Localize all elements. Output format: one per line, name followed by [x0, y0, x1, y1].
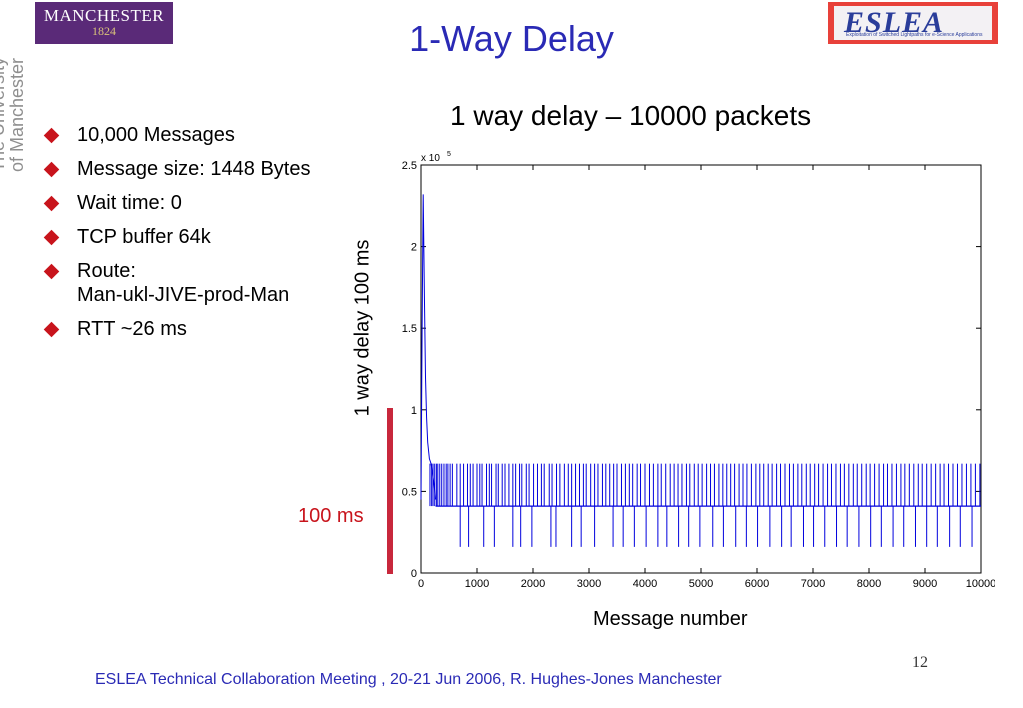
delay-chart: 0 1000 2000 3000 4000 5000 6000 7000 8000 9000 100…: [402, 151, 995, 590]
eslea-logo-subtext: Exploitation of Switched Lightpaths for …: [846, 32, 983, 38]
y-multiplier-label: x 10: [421, 153, 440, 164]
diamond-bullet-icon: [43, 263, 60, 280]
logo-year: 1824: [92, 24, 116, 38]
x-tick-label: 7000: [801, 578, 825, 590]
bullet-list: 10,000 Messages Message size: 1448 Bytes…: [43, 123, 310, 351]
diamond-bullet-icon: [43, 195, 60, 212]
x-tick-label: 8000: [857, 578, 881, 590]
y-tick-label: 1.5: [402, 323, 417, 335]
y-tick-label: 2: [411, 242, 417, 254]
x-tick-label: 6000: [745, 578, 769, 590]
scale-bar: [387, 408, 393, 574]
bullet-item: TCP buffer 64k: [43, 225, 310, 249]
page-title: 1-Way Delay: [409, 18, 614, 59]
bullet-item: RTT ~26 ms: [43, 317, 310, 341]
series-initial-burst: [420, 194, 437, 500]
x-tick-label: 1000: [465, 578, 489, 590]
scale-bar-label: 100 ms: [298, 505, 364, 527]
diamond-bullet-icon: [43, 127, 60, 144]
logo-name: MANCHESTER: [43, 6, 165, 25]
diamond-bullet-icon: [43, 229, 60, 246]
y-tick-label: 0.5: [402, 486, 417, 498]
y-tick-label: 0: [411, 568, 417, 580]
x-tick-label: 2000: [521, 578, 545, 590]
bullet-item: Route: Man-ukl-JIVE-prod-Man: [43, 259, 310, 307]
x-tick-label: 4000: [633, 578, 657, 590]
x-tick-label: 9000: [913, 578, 937, 590]
x-tick-label: 3000: [577, 578, 601, 590]
x-axis-label: Message number: [593, 608, 748, 630]
footer-text: ESLEA Technical Collaboration Meeting , …: [95, 671, 722, 688]
y-multiplier-exponent: 5: [447, 151, 451, 158]
eslea-logo-text: ESLEA: [844, 6, 945, 39]
bullet-item: Wait time: 0: [43, 191, 310, 215]
y-tick-label: 2.5: [402, 160, 417, 172]
x-tick-label: 0: [418, 578, 424, 590]
university-side-wordmark: The University of Manchester: [0, 46, 37, 172]
x-tick-label: 10000: [966, 578, 995, 590]
y-tick-label: 1: [411, 405, 417, 417]
page-number: 12: [912, 654, 928, 671]
diamond-bullet-icon: [43, 161, 60, 178]
university-logo: MANCHESTER 1824: [35, 2, 173, 44]
eslea-logo: ESLEA Exploitation of Switched Lightpath…: [828, 2, 998, 44]
plot-frame: [420, 164, 982, 574]
bullet-item: Message size: 1448 Bytes: [43, 157, 310, 181]
bullet-item: 10,000 Messages: [43, 123, 310, 147]
diamond-bullet-icon: [43, 321, 60, 338]
chart-title: 1 way delay – 10000 packets: [450, 100, 812, 131]
x-tick-label: 5000: [689, 578, 713, 590]
wordmark-line2: of Manchester: [7, 57, 27, 172]
